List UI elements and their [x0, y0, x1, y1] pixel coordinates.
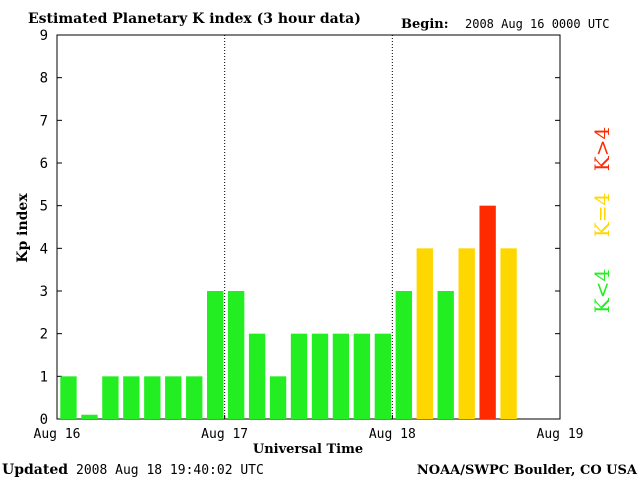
- y-tick-label: 4: [40, 241, 48, 257]
- kp-bar: [395, 291, 412, 419]
- legend-mid: K=4: [590, 193, 614, 237]
- updated-label: Updated: [2, 462, 68, 478]
- kp-bar: [227, 291, 245, 419]
- kp-bar: [311, 333, 329, 419]
- y-axis-label: Kp index: [15, 193, 31, 263]
- kp-bar: [416, 248, 433, 419]
- begin-label: Begin:: [401, 17, 449, 32]
- y-axis: 0 1 2 3 4 5 6 7 8 9: [40, 28, 560, 428]
- kp-bar: [290, 333, 308, 419]
- x-tick-label: Aug 16: [34, 427, 81, 442]
- x-tick-label: Aug 19: [537, 427, 584, 442]
- y-tick-label: 9: [40, 28, 48, 44]
- day-gridlines: [224, 35, 393, 419]
- kp-bar: [332, 333, 350, 419]
- kp-bar: [186, 376, 203, 419]
- chart-title: Estimated Planetary K index (3 hour data…: [28, 11, 361, 27]
- kp-bar: [353, 333, 371, 419]
- x-tick-label: Aug 17: [201, 427, 248, 442]
- kp-bar: [123, 376, 140, 419]
- x-axis-label: Universal Time: [253, 442, 363, 457]
- kp-bar: [165, 376, 182, 419]
- y-tick-label: 0: [40, 412, 48, 428]
- x-tick-label: Aug 18: [369, 427, 416, 442]
- plot-area: [56, 34, 561, 420]
- y-tick-label: 1: [40, 369, 48, 385]
- kp-bar: [207, 291, 224, 419]
- kp-bar: [269, 376, 287, 419]
- kp-bar: [248, 333, 266, 419]
- y-tick-label: 6: [40, 156, 48, 172]
- kp-bar: [437, 291, 454, 419]
- y-tick-label: 3: [40, 284, 48, 300]
- updated-value: 2008 Aug 18 19:40:02 UTC: [76, 463, 264, 478]
- bars: [60, 205, 517, 419]
- legend-low: K<4: [590, 269, 614, 313]
- legend-high: K>4: [590, 127, 614, 171]
- kp-bar: [479, 205, 496, 419]
- kp-bar: [144, 376, 161, 419]
- y-tick-label: 2: [40, 327, 48, 343]
- kp-bar: [81, 414, 98, 419]
- y-tick-label: 8: [40, 71, 48, 87]
- kp-bar: [60, 376, 77, 419]
- begin-value: 2008 Aug 16 0000 UTC: [465, 17, 610, 31]
- x-axis: Aug 16 Aug 17 Aug 18 Aug 19: [34, 415, 584, 442]
- kp-bar: [458, 248, 475, 419]
- source-credit: NOAA/SWPC Boulder, CO USA: [417, 463, 638, 478]
- kp-bar: [374, 333, 392, 419]
- kp-bar: [500, 248, 517, 419]
- y-tick-label: 7: [40, 113, 48, 129]
- kp-bar: [102, 376, 119, 419]
- y-tick-label: 5: [40, 199, 48, 215]
